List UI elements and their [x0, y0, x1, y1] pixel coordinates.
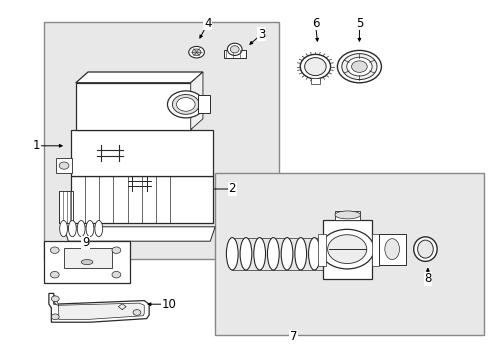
Ellipse shape — [77, 220, 85, 237]
Ellipse shape — [322, 238, 333, 270]
Ellipse shape — [304, 58, 325, 76]
Ellipse shape — [349, 238, 361, 270]
Circle shape — [320, 229, 373, 269]
Bar — [76, 83, 190, 130]
Circle shape — [50, 247, 59, 253]
Bar — [310, 78, 320, 84]
Bar — [371, 234, 379, 266]
Ellipse shape — [60, 220, 67, 237]
Polygon shape — [63, 227, 215, 241]
Bar — [224, 50, 246, 58]
Polygon shape — [76, 72, 203, 83]
Polygon shape — [190, 72, 203, 130]
Bar — [322, 220, 371, 279]
Text: 6: 6 — [311, 17, 319, 30]
Ellipse shape — [86, 220, 94, 237]
Ellipse shape — [176, 98, 195, 111]
Circle shape — [51, 314, 59, 320]
Ellipse shape — [267, 238, 279, 270]
Ellipse shape — [167, 91, 204, 118]
Text: 7: 7 — [289, 330, 297, 343]
Text: 5: 5 — [355, 17, 363, 30]
Bar — [56, 158, 72, 173]
Circle shape — [327, 235, 366, 264]
Ellipse shape — [68, 220, 76, 237]
Ellipse shape — [384, 239, 399, 260]
Ellipse shape — [341, 54, 376, 80]
Ellipse shape — [337, 50, 381, 83]
Text: 10: 10 — [161, 298, 176, 311]
Circle shape — [188, 46, 204, 58]
Circle shape — [112, 271, 121, 278]
Ellipse shape — [253, 238, 265, 270]
Ellipse shape — [226, 238, 238, 270]
Circle shape — [192, 49, 201, 55]
Text: 1: 1 — [33, 139, 41, 152]
Ellipse shape — [227, 43, 242, 55]
Bar — [378, 234, 405, 265]
Ellipse shape — [300, 54, 330, 79]
Ellipse shape — [230, 46, 239, 53]
Bar — [44, 22, 278, 259]
Bar — [334, 211, 360, 220]
Text: 9: 9 — [81, 237, 89, 249]
Ellipse shape — [294, 238, 306, 270]
Circle shape — [133, 310, 141, 315]
Circle shape — [51, 296, 59, 302]
Polygon shape — [49, 293, 149, 322]
Text: 2: 2 — [228, 183, 236, 195]
Ellipse shape — [335, 238, 347, 270]
Ellipse shape — [413, 237, 436, 261]
Ellipse shape — [308, 238, 320, 270]
Ellipse shape — [334, 211, 360, 219]
Text: 3: 3 — [257, 28, 265, 41]
Ellipse shape — [172, 94, 199, 114]
Ellipse shape — [417, 240, 432, 258]
Ellipse shape — [81, 260, 93, 265]
Bar — [317, 234, 325, 266]
Circle shape — [59, 162, 69, 169]
Ellipse shape — [351, 61, 366, 72]
Bar — [71, 176, 212, 223]
Ellipse shape — [346, 57, 371, 76]
Bar — [63, 248, 112, 268]
Bar — [215, 173, 483, 335]
Polygon shape — [55, 295, 144, 319]
Ellipse shape — [281, 238, 292, 270]
Circle shape — [112, 247, 121, 253]
Bar — [198, 95, 210, 113]
Bar — [44, 241, 129, 283]
Text: 8: 8 — [423, 273, 431, 285]
Text: 4: 4 — [203, 17, 211, 30]
Bar — [59, 191, 73, 223]
Bar — [71, 130, 212, 176]
Ellipse shape — [95, 220, 102, 237]
Ellipse shape — [240, 238, 251, 270]
Circle shape — [50, 271, 59, 278]
